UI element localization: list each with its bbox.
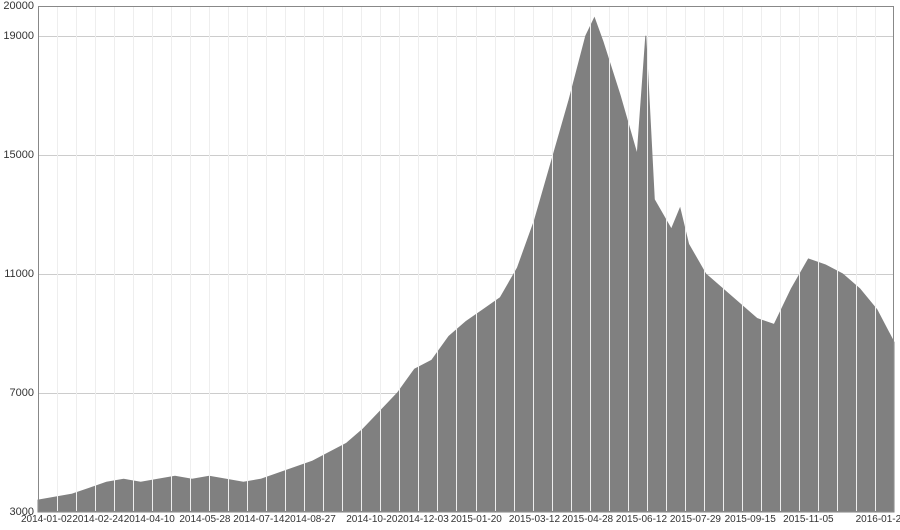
area-chart: 30007000110001500019000200002014-01-0220… [0,0,900,530]
plot-area [38,6,894,512]
